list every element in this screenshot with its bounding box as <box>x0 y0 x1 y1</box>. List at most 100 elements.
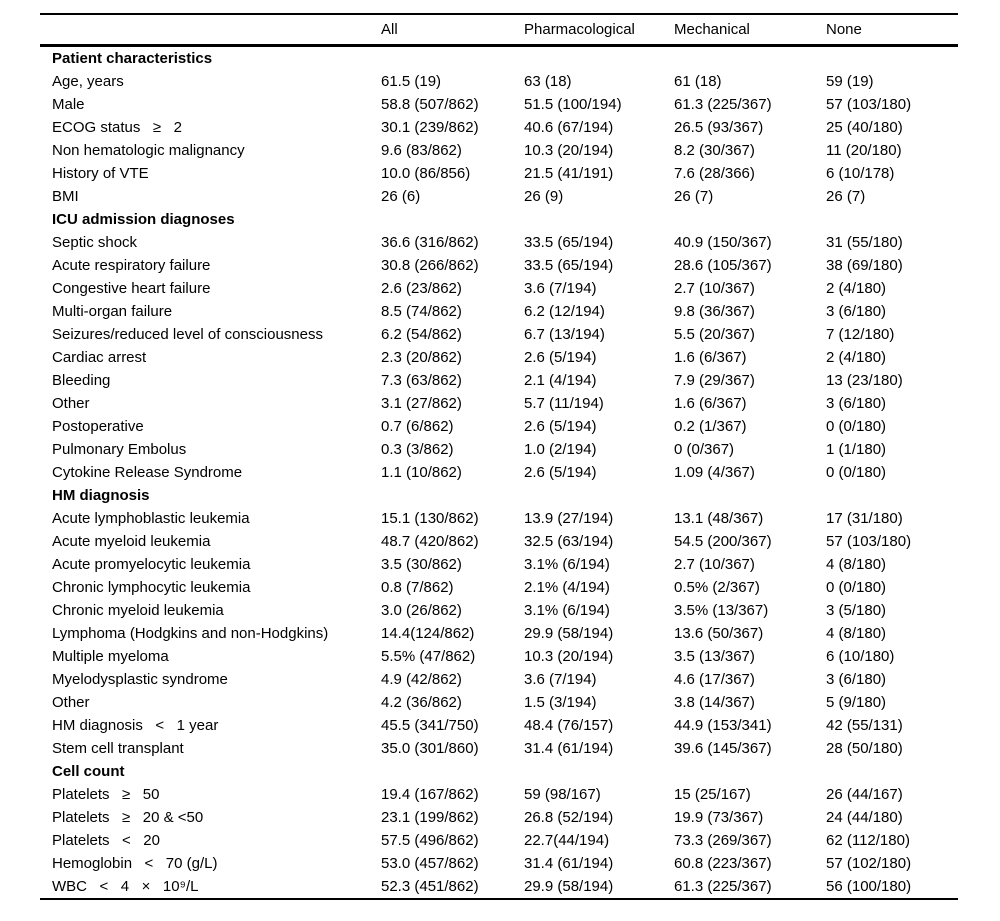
cell-all: 4.2 (36/862) <box>381 694 462 711</box>
cell-pharmacological: 63 (18) <box>524 73 572 90</box>
row-label: Multi-organ failure <box>52 303 173 320</box>
cell-pharmacological: 2.1 (4/194) <box>524 372 597 389</box>
row-label: Pulmonary Embolus <box>52 441 187 458</box>
row-label: Male <box>52 96 85 113</box>
cell-mechanical: 9.8 (36/367) <box>674 303 755 320</box>
cell-mechanical: 19.9 (73/367) <box>674 809 764 826</box>
cell-mechanical: 0 (0/367) <box>674 441 735 458</box>
table-row: Acute myeloid leukemia 48.7 (420/862) 32.5… <box>40 530 958 553</box>
cell-mechanical: 26.5 (93/367) <box>674 119 764 136</box>
table-row: Cardiac arrest 2.3 (20/862) 2.6 (5/194) 1.6… <box>40 346 958 369</box>
row-label: Platelets ≥ 20 & <50 <box>52 809 204 826</box>
cell-mechanical: 1.09 (4/367) <box>674 464 755 481</box>
cell-all: 45.5 (341/750) <box>381 717 479 734</box>
cell-all: 30.1 (239/862) <box>381 119 479 136</box>
cell-none: 17 (31/180) <box>826 510 903 527</box>
column-header-mechanical: Mechanical <box>674 21 750 38</box>
cell-all: 19.4 (167/862) <box>381 786 479 803</box>
row-label: History of VTE <box>52 165 149 182</box>
cell-mechanical: 3.5 (13/367) <box>674 648 755 665</box>
table-row: Platelets < 20 57.5 (496/862) 22.7(44/194)… <box>40 829 958 852</box>
table-row: Acute respiratory failure 30.8 (266/862) 3… <box>40 254 958 277</box>
row-label: Cytokine Release Syndrome <box>52 464 243 481</box>
row-label: Platelets ≥ 50 <box>52 786 160 803</box>
cell-pharmacological: 33.5 (65/194) <box>524 234 614 251</box>
cell-pharmacological: 29.9 (58/194) <box>524 878 614 895</box>
cell-mechanical: 61.3 (225/367) <box>674 96 772 113</box>
table-row: Cytokine Release Syndrome 1.1 (10/862) 2.6… <box>40 461 958 484</box>
section-title: Cell count <box>52 763 125 780</box>
section-title: Patient characteristics <box>52 50 213 67</box>
cell-pharmacological: 3.6 (7/194) <box>524 671 597 688</box>
row-label: Platelets < 20 <box>52 832 160 849</box>
cell-none: 5 (9/180) <box>826 694 887 711</box>
table-row: Other 3.1 (27/862) 5.7 (11/194) 1.6 (6/367)… <box>40 392 958 415</box>
cell-all: 48.7 (420/862) <box>381 533 479 550</box>
row-label: Congestive heart failure <box>52 280 211 297</box>
cell-mechanical: 13.6 (50/367) <box>674 625 764 642</box>
table-row: Bleeding 7.3 (63/862) 2.1 (4/194) 7.9 (29/3… <box>40 369 958 392</box>
cell-mechanical: 0.5% (2/367) <box>674 579 760 596</box>
cell-none: 26 (7) <box>826 188 866 205</box>
cell-all: 10.0 (86/856) <box>381 165 471 182</box>
cell-mechanical: 7.9 (29/367) <box>674 372 755 389</box>
cell-none: 13 (23/180) <box>826 372 903 389</box>
row-label: Septic shock <box>52 234 138 251</box>
cell-pharmacological: 10.3 (20/194) <box>524 142 614 159</box>
table-row: ECOG status ≥ 2 30.1 (239/862) 40.6 (67/19… <box>40 116 958 139</box>
cell-mechanical: 7.6 (28/366) <box>674 165 755 182</box>
section-header-row: Cell count <box>40 760 958 783</box>
cell-all: 6.2 (54/862) <box>381 326 462 343</box>
cell-pharmacological: 26 (9) <box>524 188 564 205</box>
cell-pharmacological: 13.9 (27/194) <box>524 510 614 527</box>
row-label: Chronic myeloid leukemia <box>52 602 224 619</box>
cell-mechanical: 2.7 (10/367) <box>674 556 755 573</box>
table-row: Septic shock 36.6 (316/862) 33.5 (65/194) 4… <box>40 231 958 254</box>
cell-pharmacological: 29.9 (58/194) <box>524 625 614 642</box>
cell-none: 6 (10/180) <box>826 648 895 665</box>
row-label: Multiple myeloma <box>52 648 169 665</box>
cell-none: 6 (10/178) <box>826 165 895 182</box>
table-row: Other 4.2 (36/862) 1.5 (3/194) 3.8 (14/367)… <box>40 691 958 714</box>
table-row: Hemoglobin < 70 (g/L) 53.0 (457/862) 31.4 … <box>40 852 958 875</box>
cell-pharmacological: 3.1% (6/194) <box>524 602 610 619</box>
row-label: Chronic lymphocytic leukemia <box>52 579 251 596</box>
cell-mechanical: 4.6 (17/367) <box>674 671 755 688</box>
cell-none: 3 (5/180) <box>826 602 887 619</box>
cell-all: 5.5% (47/862) <box>381 648 476 665</box>
table-header-rule <box>40 44 958 47</box>
cell-none: 3 (6/180) <box>826 671 887 688</box>
row-label: HM diagnosis < 1 year <box>52 717 219 734</box>
table-row: Chronic myeloid leukemia 3.0 (26/862) 3.1%… <box>40 599 958 622</box>
row-label: WBC < 4 × 10⁹/L <box>52 878 199 895</box>
table-row: Myelodysplastic syndrome 4.9 (42/862) 3.6 … <box>40 668 958 691</box>
table-row: Acute promyelocytic leukemia 3.5 (30/862)… <box>40 553 958 576</box>
cell-pharmacological: 2.6 (5/194) <box>524 464 597 481</box>
cell-none: 1 (1/180) <box>826 441 887 458</box>
cell-none: 24 (44/180) <box>826 809 903 826</box>
cell-mechanical: 44.9 (153/341) <box>674 717 772 734</box>
cell-none: 2 (4/180) <box>826 280 887 297</box>
table-row: History of VTE 10.0 (86/856) 21.5 (41/191)… <box>40 162 958 185</box>
cell-mechanical: 2.7 (10/367) <box>674 280 755 297</box>
cell-all: 35.0 (301/860) <box>381 740 479 757</box>
cell-all: 53.0 (457/862) <box>381 855 479 872</box>
cell-mechanical: 1.6 (6/367) <box>674 395 747 412</box>
cell-pharmacological: 2.1% (4/194) <box>524 579 610 596</box>
cell-none: 62 (112/180) <box>826 832 910 849</box>
cell-all: 57.5 (496/862) <box>381 832 479 849</box>
table-row: Pulmonary Embolus 0.3 (3/862) 1.0 (2/194) 0… <box>40 438 958 461</box>
row-label: Acute respiratory failure <box>52 257 211 274</box>
table-row: Platelets ≥ 20 & <50 23.1 (199/862) 26.8 (… <box>40 806 958 829</box>
table-row: Chronic lymphocytic leukemia 0.8 (7/862) 2… <box>40 576 958 599</box>
row-label: Acute promyelocytic leukemia <box>52 556 251 573</box>
cell-mechanical: 15 (25/167) <box>674 786 751 803</box>
cell-mechanical: 3.8 (14/367) <box>674 694 755 711</box>
cell-none: 4 (8/180) <box>826 556 887 573</box>
cell-mechanical: 61.3 (225/367) <box>674 878 772 895</box>
cell-mechanical: 1.6 (6/367) <box>674 349 747 366</box>
cell-pharmacological: 1.0 (2/194) <box>524 441 597 458</box>
table-row: BMI 26 (6) 26 (9) 26 (7) 26 (7) <box>40 185 958 208</box>
cell-all: 0.3 (3/862) <box>381 441 454 458</box>
cell-all: 14.4(124/862) <box>381 625 475 642</box>
